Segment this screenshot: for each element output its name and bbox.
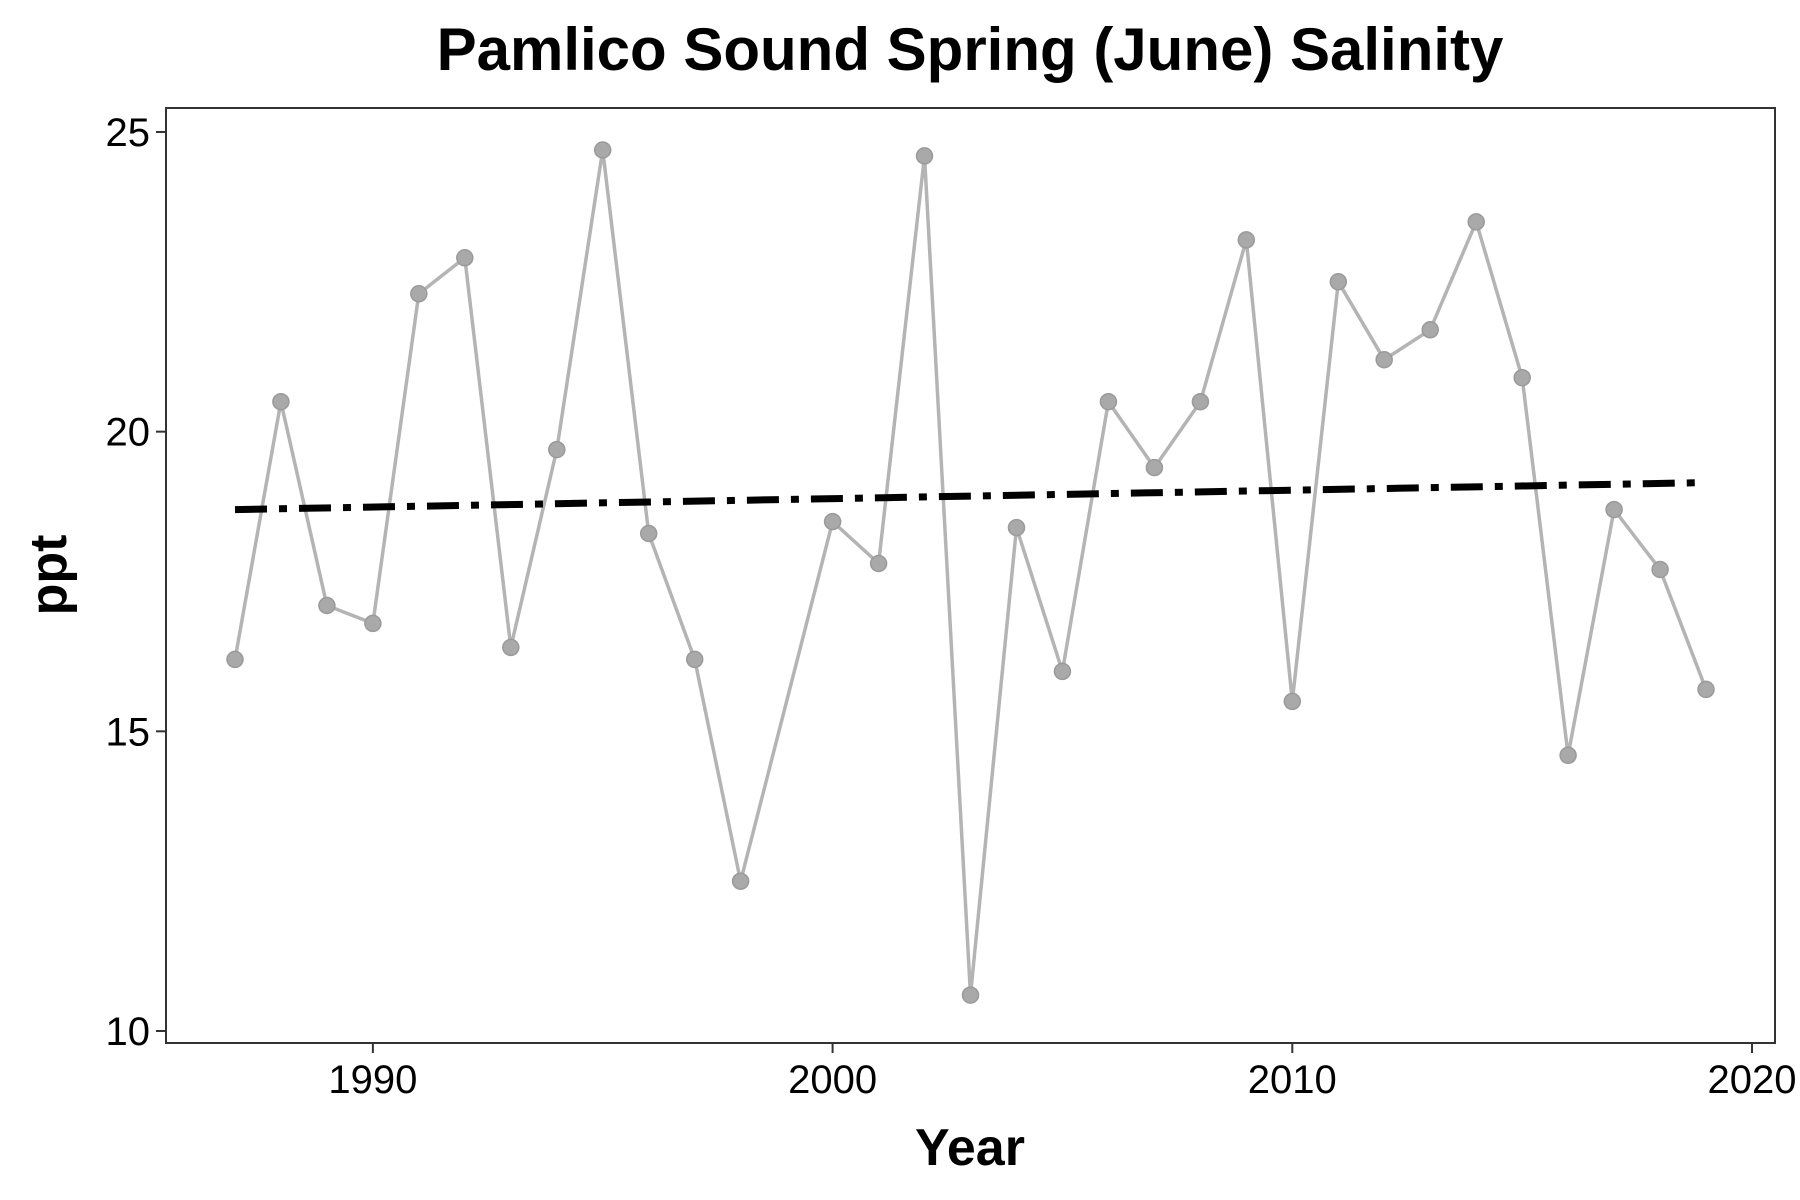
salinity-data-point: [869, 554, 888, 573]
salinity-data-point: [1513, 368, 1531, 387]
salinity-data-point: [502, 638, 520, 657]
salinity-data-point: [1559, 746, 1577, 765]
salinity-data-point: [685, 650, 704, 669]
x-tick-label: 2020: [1708, 1058, 1797, 1102]
salinity-data-point: [410, 285, 428, 303]
y-axis-title: ppt: [20, 535, 78, 616]
salinity-data-point: [456, 249, 474, 267]
salinity-data-point: [1237, 231, 1256, 249]
y-tick-label: 15: [106, 710, 151, 754]
y-tick-label: 25: [106, 111, 151, 155]
x-tick-label: 2010: [1248, 1058, 1337, 1102]
salinity-data-point: [1191, 392, 1210, 411]
salinity-data-point: [961, 986, 980, 1004]
salinity-data-point: [593, 141, 612, 159]
salinity-data-point: [1421, 321, 1439, 339]
x-tick-label: 1990: [328, 1058, 417, 1102]
salinity-series-line: [233, 148, 1708, 997]
salinity-data-point: [1145, 458, 1164, 477]
series-layer: [226, 141, 1715, 1004]
x-axis: 1990 2000 2010 2020: [328, 1043, 1797, 1102]
plot-panel-border: [165, 107, 1776, 1044]
salinity-data-point: [1283, 692, 1302, 711]
salinity-data-point: [823, 512, 842, 531]
salinity-data-point: [1467, 213, 1485, 231]
salinity-data-point: [318, 596, 336, 615]
salinity-data-point: [1697, 680, 1715, 699]
salinity-data-point: [1651, 560, 1669, 579]
salinity-data-point: [1099, 392, 1118, 411]
salinity-data-point: [548, 440, 566, 459]
y-axis: 10 15 20 25: [106, 111, 166, 1054]
x-tick-label: 2000: [788, 1058, 877, 1102]
chart-title: Pamlico Sound Spring (June) Salinity: [437, 16, 1504, 83]
y-tick-label: 10: [106, 1010, 151, 1054]
y-tick-label: 20: [106, 411, 151, 455]
salinity-data-point: [1605, 500, 1623, 519]
salinity-data-point: [364, 614, 382, 633]
salinity-data-point: [1053, 662, 1072, 681]
salinity-data-point: [272, 392, 290, 411]
salinity-data-point: [1375, 350, 1393, 369]
x-axis-title: Year: [915, 1119, 1025, 1177]
trend-line: [234, 479, 1707, 514]
salinity-data-point: [639, 524, 658, 543]
salinity-data-point: [226, 650, 244, 669]
salinity-data-point: [731, 872, 750, 890]
salinity-data-point: [1007, 518, 1026, 537]
salinity-data-point: [915, 147, 934, 165]
salinity-data-point: [1329, 273, 1348, 291]
